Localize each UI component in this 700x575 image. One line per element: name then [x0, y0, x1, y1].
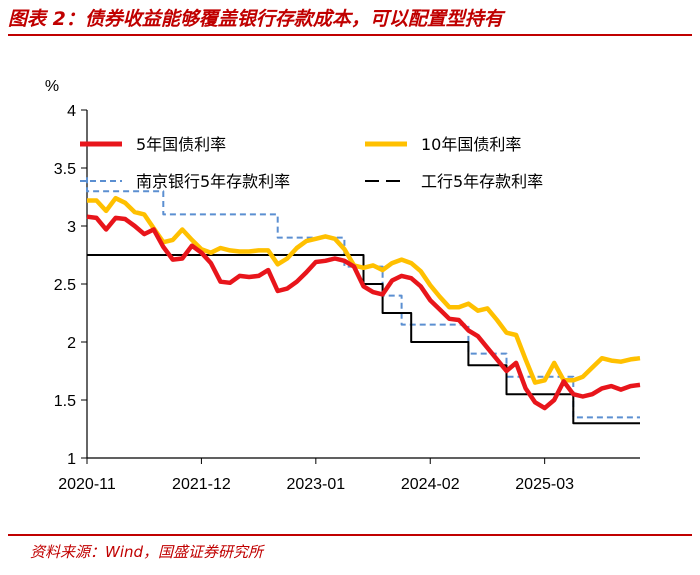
legend-label-1: 10年国债利率	[421, 135, 521, 154]
x-tick-label: 2023-01	[286, 476, 345, 493]
title-rule	[8, 34, 692, 36]
series-line-2	[86, 177, 640, 419]
y-axis-label: %	[45, 78, 59, 95]
y-tick-label: 1	[67, 451, 76, 468]
legend-label-3: 工行5年存款利率	[421, 172, 543, 191]
y-tick-label: 3	[67, 219, 76, 236]
x-tick-label: 2021-12	[172, 476, 231, 493]
y-tick-label: 2	[67, 335, 76, 352]
y-tick-label: 3.5	[54, 161, 76, 178]
x-tick-label: 2020-11	[58, 476, 116, 493]
line-chart: % 1 1.5 2 2.5 3 3.5 4 2020-11 2021-12 2023-01 2024-…	[45, 78, 641, 493]
y-tick-label: 1.5	[54, 393, 76, 410]
source-rule	[8, 534, 692, 536]
figure-title: 图表 2：债券收益能够覆盖银行存款成本，可以配置型持有	[8, 8, 503, 30]
legend-label-0: 5年国债利率	[136, 135, 226, 154]
legend-label-2: 南京银行5年存款利率	[136, 172, 290, 191]
source-note: 资料来源：Wind，国盛证券研究所	[30, 543, 264, 561]
y-tick-label: 4	[67, 103, 76, 120]
series-line-3	[87, 254, 640, 425]
series-line-0	[86, 214, 641, 411]
x-tick-label: 2024-02	[401, 476, 460, 493]
series-line-1	[87, 195, 641, 385]
x-tick-label: 2025-03	[515, 476, 574, 493]
y-tick-label: 2.5	[54, 277, 76, 294]
